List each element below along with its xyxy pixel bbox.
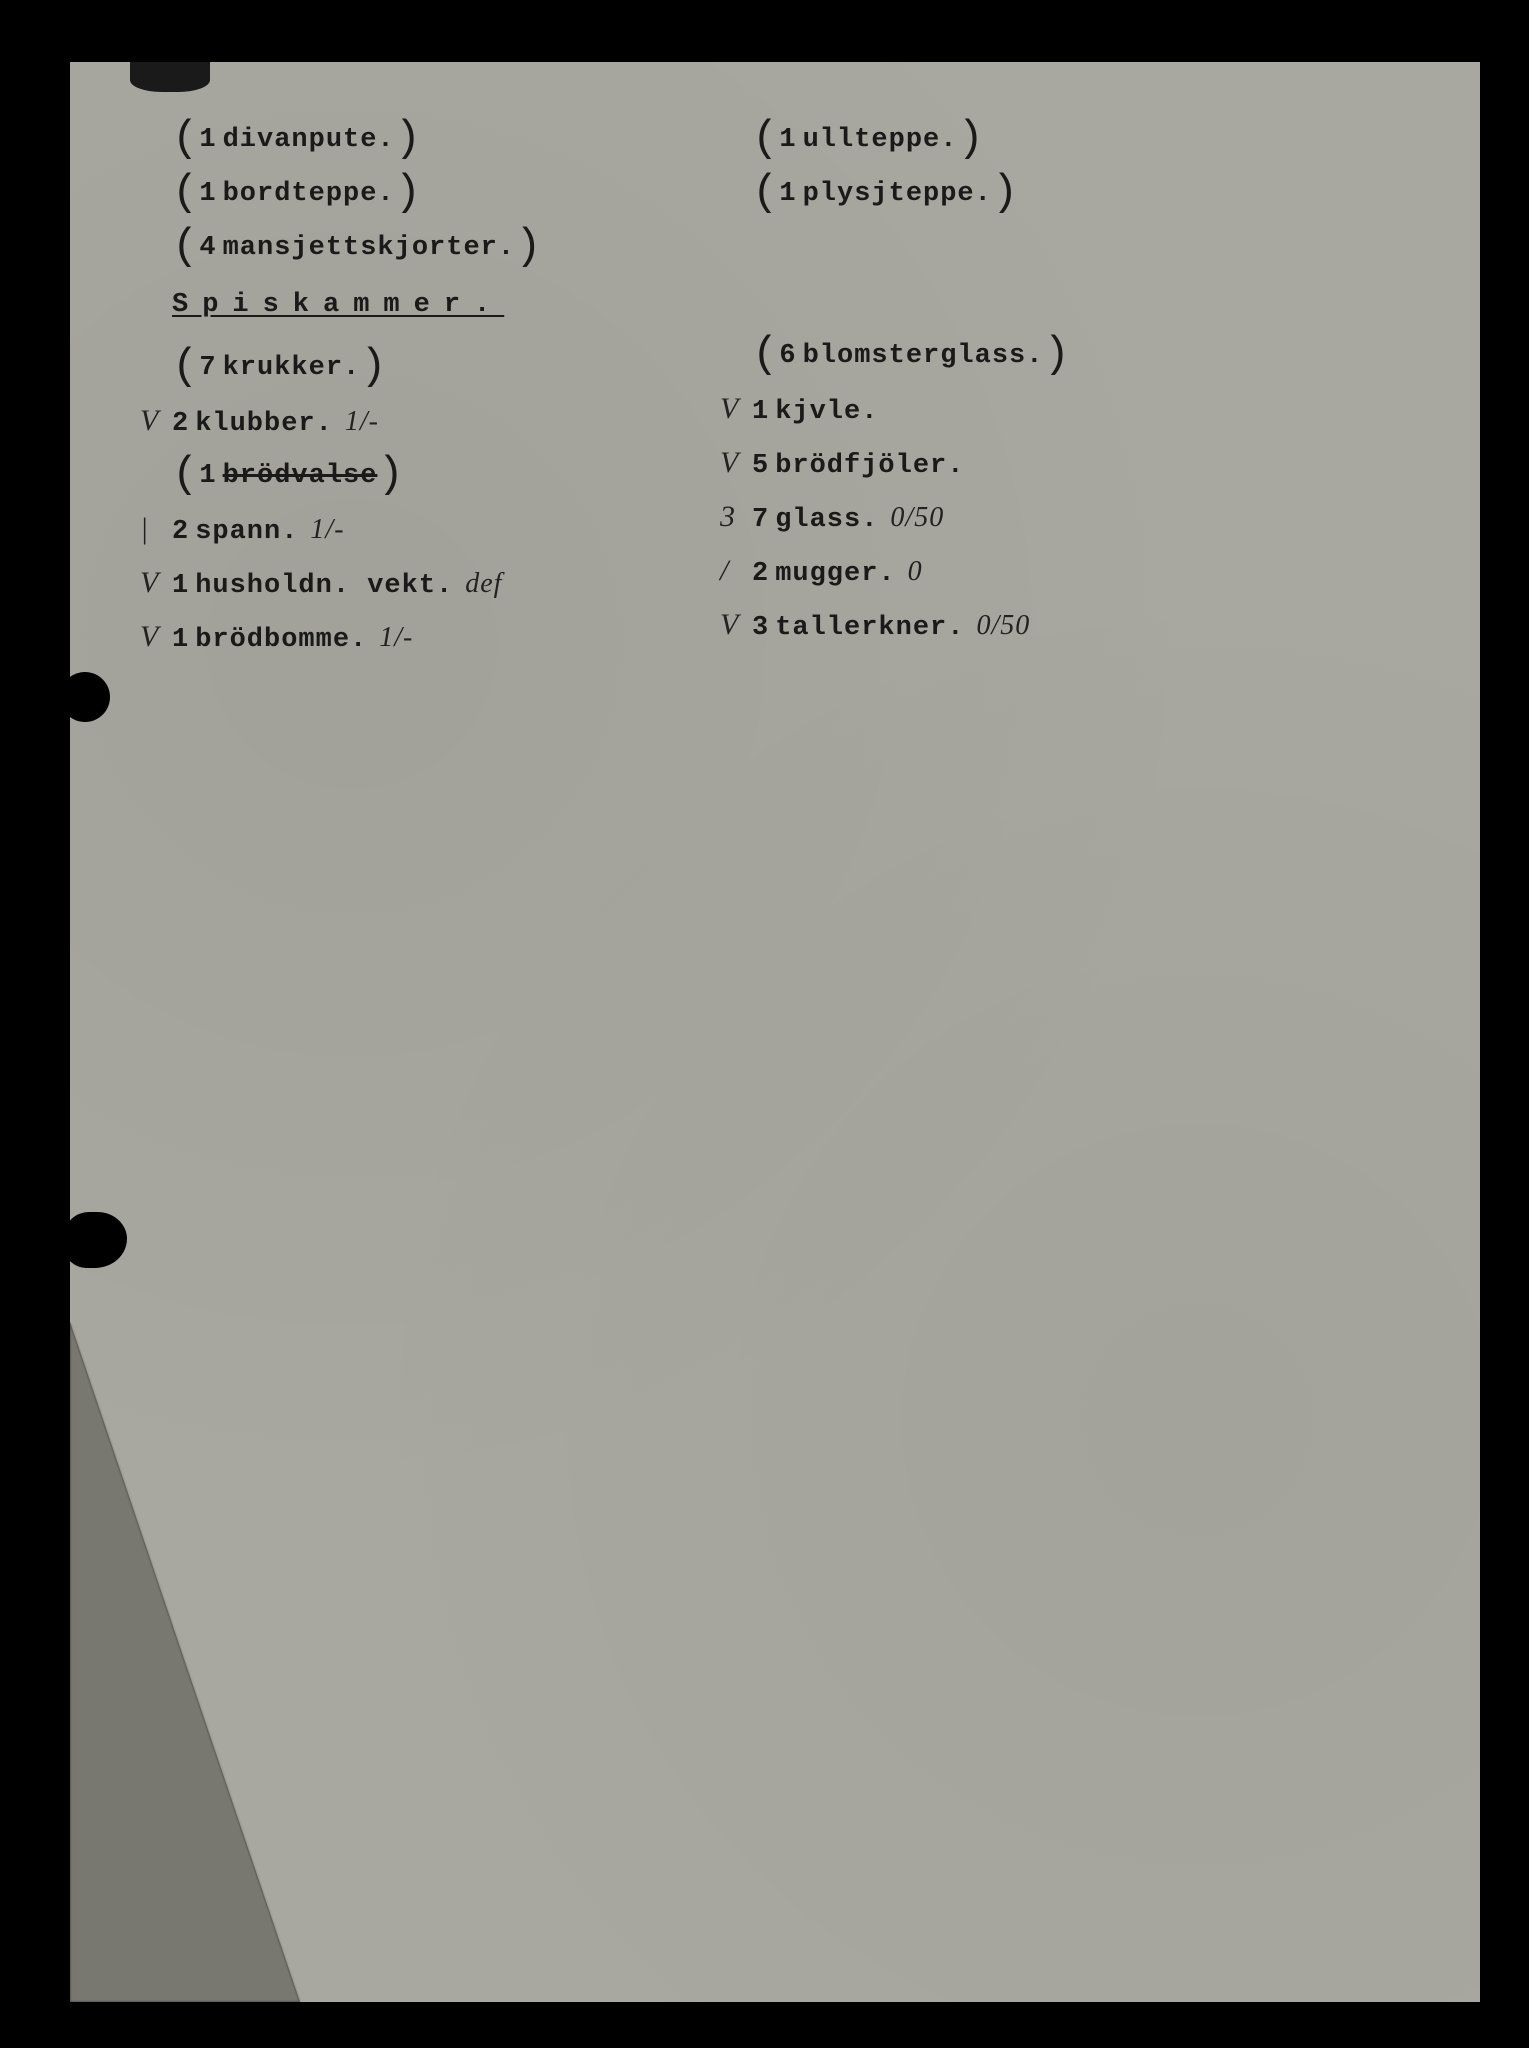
item-text: kjvle. bbox=[775, 397, 878, 427]
item-note: 1/- bbox=[345, 406, 379, 438]
paren-right: ) bbox=[395, 180, 422, 206]
list-item: V1brödbomme. 1/- bbox=[140, 620, 600, 654]
spacer bbox=[720, 284, 1140, 318]
list-item: (1plysjteppe.) bbox=[720, 176, 1140, 210]
item-text: krukker. bbox=[223, 353, 361, 383]
paren-right: ) bbox=[515, 234, 542, 260]
paren-left: ( bbox=[172, 126, 199, 152]
item-text: brödfjöler. bbox=[775, 451, 964, 481]
spacer bbox=[720, 230, 1140, 264]
item-count: 7 bbox=[752, 505, 769, 535]
paren-right: ) bbox=[1043, 342, 1070, 368]
item-mark: V bbox=[720, 392, 752, 426]
section-heading: Spiskammer. bbox=[172, 290, 600, 324]
item-text: brödbomme. bbox=[195, 625, 367, 655]
list-item: V2klubber. 1/- bbox=[140, 404, 600, 438]
paren-left: ( bbox=[172, 354, 199, 380]
item-count: 2 bbox=[752, 559, 769, 589]
item-mark: V bbox=[140, 404, 172, 438]
item-note: 1/- bbox=[379, 622, 413, 654]
paren-right: ) bbox=[992, 180, 1019, 206]
item-text: tallerkner. bbox=[775, 613, 964, 643]
item-note: 1/- bbox=[310, 514, 344, 546]
item-text: divanpute. bbox=[223, 125, 395, 155]
left-column: (1divanpute.)(1bordteppe.)(4mansjettskjo… bbox=[140, 122, 600, 654]
item-count: 1 bbox=[199, 125, 216, 155]
item-mark: V bbox=[720, 608, 752, 642]
paren-left: ( bbox=[752, 180, 779, 206]
item-text: husholdn. vekt. bbox=[195, 571, 453, 601]
item-count: 1 bbox=[199, 179, 216, 209]
item-mark: / bbox=[720, 554, 752, 588]
list-item: (1divanpute.) bbox=[140, 122, 600, 156]
item-text: brödvalse bbox=[223, 461, 378, 491]
item-mark: 3 bbox=[720, 500, 752, 534]
item-mark: V bbox=[140, 620, 172, 654]
list-item: (7krukker.) bbox=[140, 350, 600, 384]
paren-left: ( bbox=[172, 180, 199, 206]
item-count: 2 bbox=[172, 517, 189, 547]
paren-right: ) bbox=[360, 354, 387, 380]
item-text: mansjettskjorter. bbox=[223, 233, 515, 263]
list-item: V5brödfjöler. bbox=[720, 446, 1140, 480]
item-count: 2 bbox=[172, 409, 189, 439]
item-note: 0/50 bbox=[890, 502, 944, 534]
paren-left: ( bbox=[172, 462, 199, 488]
list-item: (1brödvalse) bbox=[140, 458, 600, 492]
list-item: /2mugger. 0 bbox=[720, 554, 1140, 588]
list-item: |2spann. 1/- bbox=[140, 512, 600, 546]
item-mark: | bbox=[140, 512, 172, 546]
paren-right: ) bbox=[957, 126, 984, 152]
page-fold bbox=[70, 1322, 300, 2002]
item-count: 7 bbox=[199, 353, 216, 383]
list-item: (1ullteppe.) bbox=[720, 122, 1140, 156]
list-item: V1kjvle. bbox=[720, 392, 1140, 426]
item-text: bordteppe. bbox=[223, 179, 395, 209]
list-item: (6blomsterglass.) bbox=[720, 338, 1140, 372]
hole-punch-2 bbox=[70, 1212, 127, 1268]
paren-right: ) bbox=[377, 462, 404, 488]
list-item: V3tallerkner. 0/50 bbox=[720, 608, 1140, 642]
item-count: 3 bbox=[752, 613, 769, 643]
item-note: 0 bbox=[908, 556, 923, 588]
staple-mark bbox=[130, 62, 210, 92]
paren-right: ) bbox=[395, 126, 422, 152]
item-count: 1 bbox=[172, 571, 189, 601]
item-count: 1 bbox=[779, 125, 796, 155]
list-item: (4mansjettskjorter.) bbox=[140, 230, 600, 264]
item-mark: V bbox=[140, 566, 172, 600]
item-count: 6 bbox=[779, 341, 796, 371]
paren-left: ( bbox=[752, 126, 779, 152]
item-count: 1 bbox=[199, 461, 216, 491]
columns: (1divanpute.)(1bordteppe.)(4mansjettskjo… bbox=[140, 122, 1430, 654]
item-text: glass. bbox=[775, 505, 878, 535]
item-count: 1 bbox=[172, 625, 189, 655]
item-text: mugger. bbox=[775, 559, 895, 589]
list-item: V1husholdn. vekt. def bbox=[140, 566, 600, 600]
document-page: (1divanpute.)(1bordteppe.)(4mansjettskjo… bbox=[70, 62, 1480, 2002]
hole-punch-1 bbox=[70, 672, 110, 722]
list-item: (1bordteppe.) bbox=[140, 176, 600, 210]
item-count: 1 bbox=[779, 179, 796, 209]
right-column: (1ullteppe.)(1plysjteppe.)(6blomsterglas… bbox=[720, 122, 1140, 654]
list-item: 37glass. 0/50 bbox=[720, 500, 1140, 534]
item-count: 1 bbox=[752, 397, 769, 427]
item-note: def bbox=[465, 568, 502, 600]
item-text: blomsterglass. bbox=[803, 341, 1044, 371]
item-text: klubber. bbox=[195, 409, 333, 439]
item-text: ullteppe. bbox=[803, 125, 958, 155]
paren-left: ( bbox=[752, 342, 779, 368]
item-text: plysjteppe. bbox=[803, 179, 992, 209]
paren-left: ( bbox=[172, 234, 199, 260]
item-note: 0/50 bbox=[976, 610, 1030, 642]
item-count: 4 bbox=[199, 233, 216, 263]
item-mark: V bbox=[720, 446, 752, 480]
item-text: spann. bbox=[195, 517, 298, 547]
item-count: 5 bbox=[752, 451, 769, 481]
